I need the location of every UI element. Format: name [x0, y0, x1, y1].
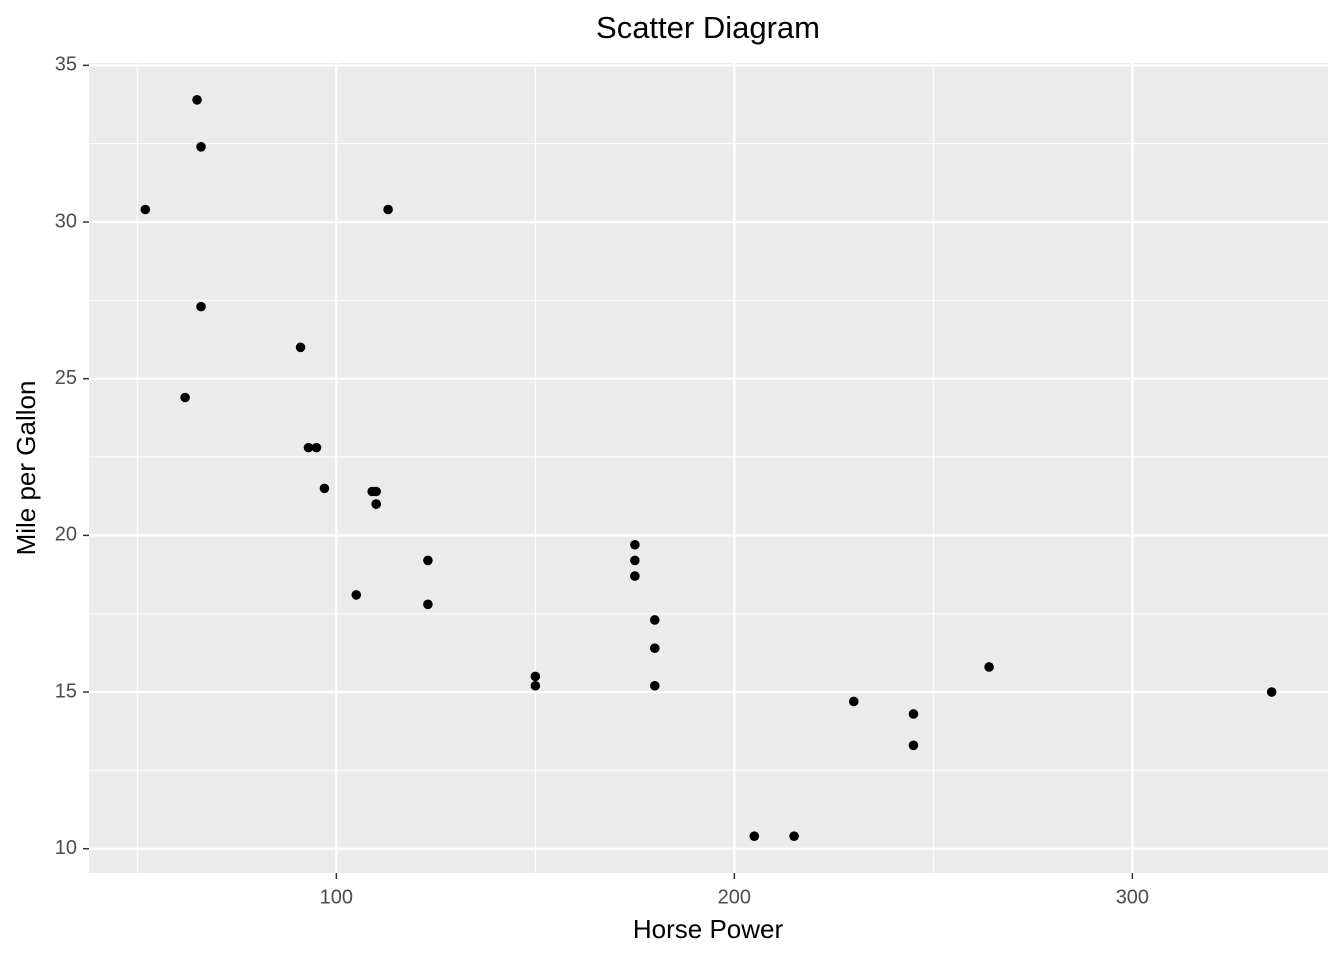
- point: [140, 204, 151, 215]
- chart-title: Scatter Diagram: [596, 10, 820, 45]
- point: [351, 590, 362, 600]
- point: [649, 615, 660, 625]
- y-axis-title: Mile per Gallon: [11, 381, 41, 556]
- point: [192, 95, 202, 105]
- point: [367, 486, 377, 497]
- x-tick-label: 100: [320, 886, 353, 908]
- x-axis-title: Horse Power: [633, 914, 784, 944]
- point: [180, 392, 190, 403]
- y-tick-label: 25: [55, 367, 77, 389]
- point: [295, 342, 306, 353]
- y-tick-label: 30: [55, 210, 77, 232]
- x-tick-label: 300: [1116, 886, 1149, 908]
- point: [848, 696, 859, 707]
- y-tick-label: 10: [55, 837, 77, 859]
- y-tick-label: 20: [55, 524, 77, 546]
- point: [423, 555, 433, 566]
- point: [984, 662, 994, 672]
- point: [530, 680, 541, 691]
- point: [383, 204, 393, 215]
- point: [371, 499, 381, 509]
- point: [1266, 687, 1277, 697]
- point: [196, 142, 206, 152]
- point: [530, 671, 541, 682]
- point: [196, 301, 206, 312]
- point: [908, 740, 919, 751]
- y-tick-label: 15: [55, 680, 77, 702]
- point: [789, 831, 799, 841]
- y-tick-label: 35: [55, 54, 77, 76]
- point: [630, 539, 640, 550]
- point: [649, 643, 660, 653]
- point: [749, 831, 760, 841]
- x-tick-label: 200: [718, 886, 751, 908]
- point: [630, 571, 640, 581]
- point: [303, 442, 314, 453]
- point: [311, 442, 322, 453]
- point: [319, 483, 330, 494]
- point: [423, 599, 433, 610]
- point: [908, 709, 919, 719]
- point: [649, 680, 660, 691]
- panel: [89, 63, 1328, 873]
- point: [630, 555, 640, 566]
